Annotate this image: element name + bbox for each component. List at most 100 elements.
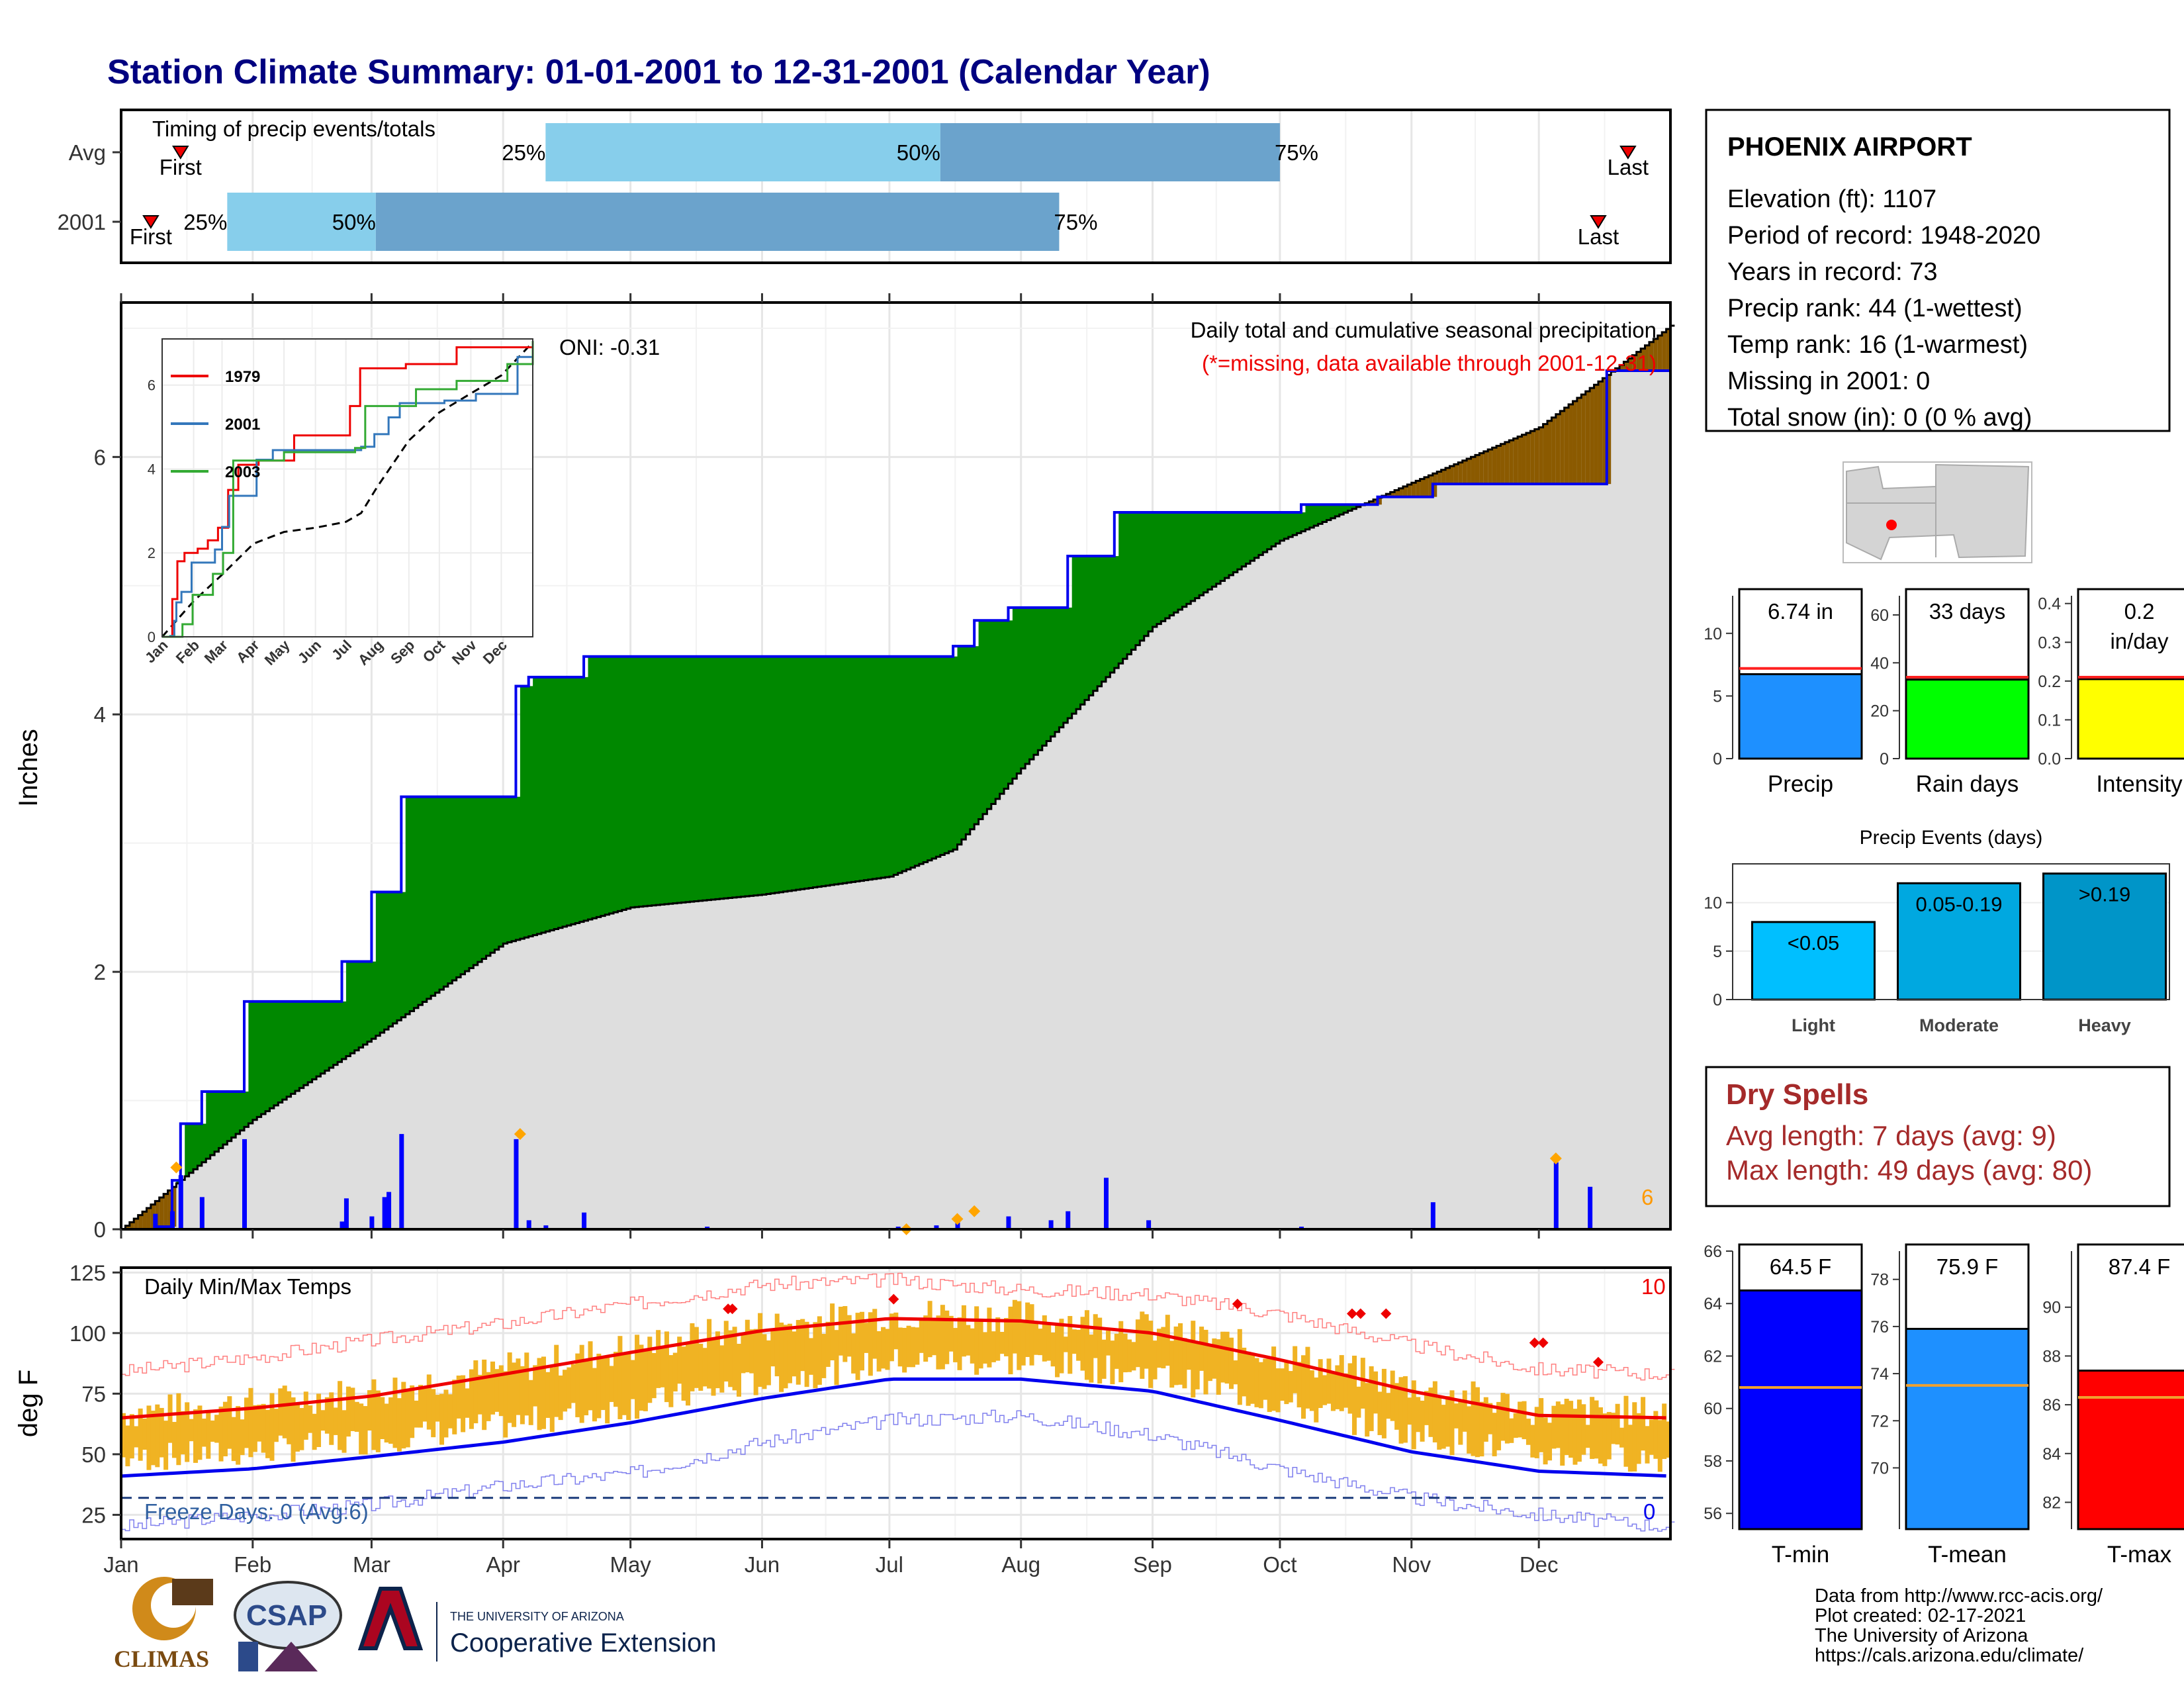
daily-temp-range	[1055, 1323, 1060, 1378]
timing-q25-label: 25%	[502, 140, 545, 165]
daily-temp-range	[1237, 1329, 1242, 1405]
surplus-area	[999, 620, 1005, 794]
record-high-marker	[1592, 1356, 1604, 1368]
surplus-area	[1351, 504, 1357, 509]
deficit-area	[1416, 481, 1421, 497]
daily-temp-range	[1437, 1397, 1442, 1450]
surplus-area	[672, 656, 678, 904]
normal-cum-area	[345, 1056, 351, 1229]
normal-cum-area	[1038, 750, 1043, 1229]
surplus-area	[868, 656, 873, 880]
daily-temp-range	[1118, 1321, 1124, 1383]
daily-precip-bar	[1146, 1220, 1152, 1229]
deficit-area	[1369, 501, 1374, 505]
daily-temp-range	[1182, 1338, 1187, 1389]
normal-cum-area	[1518, 436, 1523, 1229]
daily-temp-range	[1084, 1310, 1089, 1380]
daily-temp-range	[948, 1315, 954, 1352]
daily-temp-range	[299, 1408, 304, 1450]
daily-temp-range	[643, 1350, 648, 1411]
daily-temp-range	[1441, 1405, 1446, 1449]
surplus-area	[1237, 512, 1242, 570]
daily-temp-range	[371, 1379, 377, 1450]
daily-temp-range	[498, 1365, 504, 1417]
daily-temp-range	[1534, 1407, 1539, 1458]
surplus-area	[452, 796, 457, 981]
panel-y-label: 0.1	[2038, 711, 2061, 729]
normal-cum-area	[1318, 524, 1323, 1229]
daily-temp-range	[163, 1421, 169, 1470]
normal-cum-area	[779, 892, 784, 1229]
surplus-area	[384, 892, 389, 1030]
normal-cum-area	[1080, 704, 1085, 1229]
normal-cum-area	[303, 1085, 308, 1229]
daily-temp-range	[991, 1331, 996, 1362]
daily-temp-range	[469, 1369, 474, 1429]
daily-temp-range	[1509, 1418, 1514, 1443]
footer-credits: Data from http://www.rcc-acis.org/ Plot …	[1815, 1585, 2103, 1666]
normal-cum-area	[804, 888, 809, 1229]
normal-cum-area	[1118, 663, 1124, 1229]
daily-precip-bar	[1103, 1178, 1109, 1229]
deficit-area	[1641, 348, 1646, 371]
hot-record-count: 10	[1641, 1274, 1666, 1299]
normal-cum-area	[1195, 598, 1200, 1229]
daily-temp-range	[707, 1319, 712, 1389]
panel-y-label: 0	[1880, 750, 1889, 769]
surplus-area	[966, 646, 971, 835]
month-label: Oct	[1263, 1552, 1297, 1577]
normal-cum-area	[1432, 473, 1437, 1229]
surplus-area	[303, 1001, 308, 1086]
daily-temp-range	[1398, 1377, 1404, 1444]
panel-y-label: 88	[2042, 1347, 2061, 1366]
month-label: Jul	[876, 1552, 903, 1577]
normal-cum-area	[206, 1158, 211, 1229]
normal-cum-area	[1662, 332, 1667, 1229]
daily-temp-range	[715, 1331, 720, 1389]
normal-cum-area	[1653, 338, 1659, 1229]
dry-spells-box: Dry Spells Avg length: 7 days (avg: 9) M…	[1705, 1066, 2171, 1207]
normal-cum-area	[1237, 569, 1242, 1229]
deficit-area	[1649, 342, 1654, 371]
surplus-area	[982, 620, 987, 814]
normal-cum-area	[554, 929, 559, 1229]
daily-temp-range	[324, 1397, 330, 1434]
surplus-area	[783, 656, 788, 892]
normal-cum-area	[1144, 635, 1149, 1229]
surplus-area	[503, 796, 508, 944]
dry-spells-avg: Avg length: 7 days (avg: 9)	[1726, 1120, 2056, 1151]
daily-temp-range	[388, 1397, 394, 1444]
daily-temp-range	[384, 1403, 389, 1443]
inset-y-label: 6	[148, 377, 156, 394]
daily-temp-range	[1173, 1326, 1179, 1385]
normal-cum-area	[635, 907, 640, 1229]
normal-cum-area	[1212, 586, 1217, 1229]
normal-cum-area	[966, 834, 971, 1229]
daily-temp-range	[1191, 1321, 1196, 1398]
normal-cum-area	[299, 1088, 304, 1229]
surplus-area	[324, 1001, 330, 1071]
normal-cum-area	[1598, 381, 1603, 1230]
normal-cum-area	[957, 844, 962, 1229]
daily-temp-range	[621, 1352, 627, 1415]
normal-cum-area	[1246, 563, 1251, 1229]
daily-temp-range	[800, 1319, 805, 1372]
daily-temp-range	[626, 1352, 631, 1421]
daily-temp-range	[545, 1372, 551, 1418]
normal-cum-area	[528, 936, 533, 1229]
daily-temp-range	[282, 1385, 287, 1438]
daily-temp-range	[864, 1323, 869, 1353]
normal-cum-area	[533, 935, 538, 1229]
surplus-area	[312, 1001, 317, 1080]
record-daily-marker	[514, 1128, 526, 1141]
panel-name-label: T-min	[1772, 1542, 1830, 1568]
deficit-area	[1428, 475, 1433, 497]
normal-cum-area	[422, 1002, 428, 1229]
surplus-area	[643, 656, 648, 907]
daily-temp-range	[575, 1353, 580, 1417]
daily-precip-bar	[1430, 1202, 1435, 1229]
daily-temp-range	[1114, 1333, 1119, 1369]
timing-row-labels: Avg 2001	[58, 140, 121, 234]
normal-cum-area	[1347, 510, 1353, 1229]
daily-precip-bar	[526, 1220, 531, 1229]
